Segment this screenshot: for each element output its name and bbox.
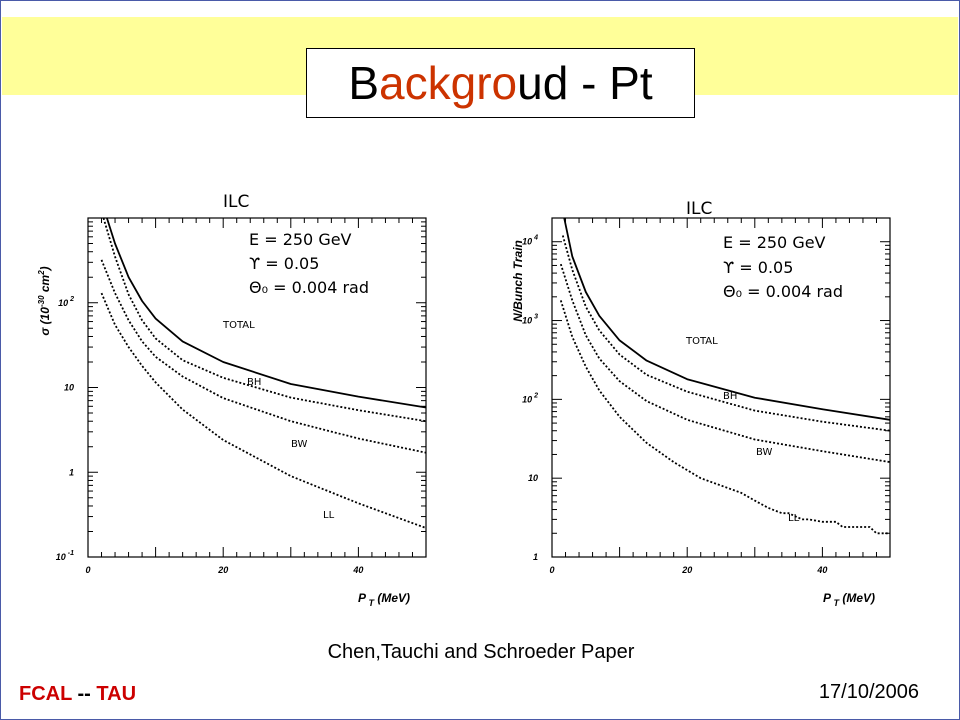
y-tick-label: 10 4	[522, 235, 538, 247]
x-tick-label: 40	[352, 565, 363, 575]
series-label-total: TOTAL	[222, 320, 255, 331]
series-label-ll: LL	[323, 510, 335, 521]
y-tick-label: 10 2	[522, 392, 538, 404]
x-tick-label: 20	[681, 565, 692, 575]
chart-annotation: E = 250 GeV	[249, 230, 352, 249]
series-line-bw	[559, 263, 891, 463]
chart-annotation: Θ₀ = 0.004 rad	[249, 278, 369, 297]
y-tick-label: 10 -1	[56, 550, 74, 562]
title-part: ud - Pt	[517, 57, 653, 109]
footer-label: FCAL -- TAU	[19, 683, 136, 706]
footer-date: 17/10/2006	[818, 681, 919, 703]
title-part: B	[348, 57, 380, 109]
y-axis-label: N/Bunch Train	[511, 240, 525, 322]
series-label-bw: BW	[291, 439, 308, 450]
footer-label-fcal: FCAL	[19, 683, 72, 705]
chart-annotation: ϒ = 0.05	[249, 254, 319, 273]
series-label-bw: BW	[756, 447, 773, 458]
footer-label-tau: TAU	[90, 683, 137, 705]
x-tick-label: 40	[816, 565, 827, 575]
chart-title: ILC	[223, 192, 249, 212]
series-line-bw	[100, 259, 427, 454]
plot-frame	[551, 217, 891, 558]
footer-label-separator: --	[71, 683, 91, 705]
y-tick-label: 1	[69, 467, 74, 477]
figure-caption: Chen,Tauchi and Schroeder Paper	[327, 641, 635, 663]
series-line-ll	[559, 300, 890, 535]
chart-annotation: E = 250 GeV	[723, 233, 826, 252]
chart-annotation: Θ₀ = 0.004 rad	[723, 282, 843, 301]
series-line-ll	[100, 292, 427, 529]
x-tick-label: 0	[549, 565, 554, 575]
x-axis-label: P T (MeV)	[358, 591, 410, 608]
series-label-bh: BH	[723, 391, 737, 402]
series-line-bh	[102, 217, 427, 423]
x-tick-label: 0	[85, 565, 90, 575]
series-line-total	[106, 217, 427, 409]
series-label-ll: LL	[788, 513, 800, 524]
x-tick-label: 20	[217, 565, 228, 575]
series-label-total: TOTAL	[685, 336, 718, 347]
chart-title: ILC	[686, 199, 712, 219]
y-axis-label: σ (10-30 cm2)	[37, 266, 52, 335]
y-tick-label: 1	[533, 552, 538, 562]
y-tick-label: 10	[64, 383, 74, 393]
y-tick-label: 10 2	[58, 296, 74, 308]
y-tick-label: 10	[528, 473, 538, 483]
series-label-bh: BH	[247, 377, 261, 388]
series-line-total	[563, 217, 891, 421]
y-tick-label: 10 3	[522, 314, 538, 326]
x-axis-label: P T (MeV)	[823, 591, 875, 608]
chart-annotation: ϒ = 0.05	[723, 258, 793, 277]
title-part-accent: ackgro	[379, 57, 518, 109]
